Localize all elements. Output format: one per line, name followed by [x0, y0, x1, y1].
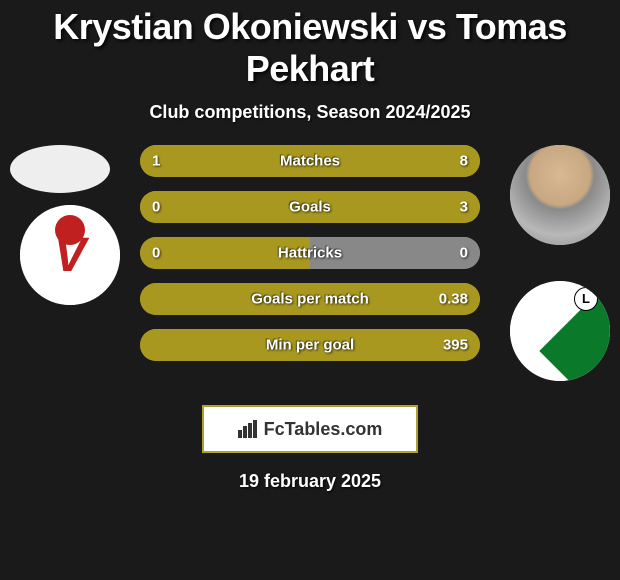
vicenza-badge-icon [20, 205, 120, 305]
stat-label: Matches [140, 153, 480, 170]
stat-bar-row: 395Min per goal [140, 329, 480, 361]
stat-bar-row: 18Matches [140, 145, 480, 177]
fctables-logo: FcTables.com [202, 405, 418, 453]
comparison-subtitle: Club competitions, Season 2024/2025 [0, 102, 620, 123]
club-right-badge [510, 281, 610, 381]
stat-bar-row: 00Hattricks [140, 237, 480, 269]
legia-badge-icon [510, 281, 610, 381]
bar-chart-icon [238, 420, 258, 438]
stat-bar-row: 0.38Goals per match [140, 283, 480, 315]
stat-label: Hattricks [140, 245, 480, 262]
player-left-avatar [10, 145, 110, 193]
player-right-avatar [510, 145, 610, 245]
logo-text: FcTables.com [264, 419, 383, 440]
stat-label: Goals per match [140, 291, 480, 308]
stat-label: Min per goal [140, 337, 480, 354]
stat-label: Goals [140, 199, 480, 216]
player-photo-icon [510, 145, 610, 245]
comparison-date: 19 february 2025 [0, 471, 620, 492]
club-left-badge [20, 205, 120, 305]
comparison-chart-area: 18Matches 03Goals 00Hattricks 0.38Goals per… [0, 145, 620, 405]
comparison-title: Krystian Okoniewski vs Tomas Pekhart [0, 0, 620, 90]
stat-bars: 18Matches 03Goals 00Hattricks 0.38Goals per… [140, 145, 480, 375]
stat-bar-row: 03Goals [140, 191, 480, 223]
